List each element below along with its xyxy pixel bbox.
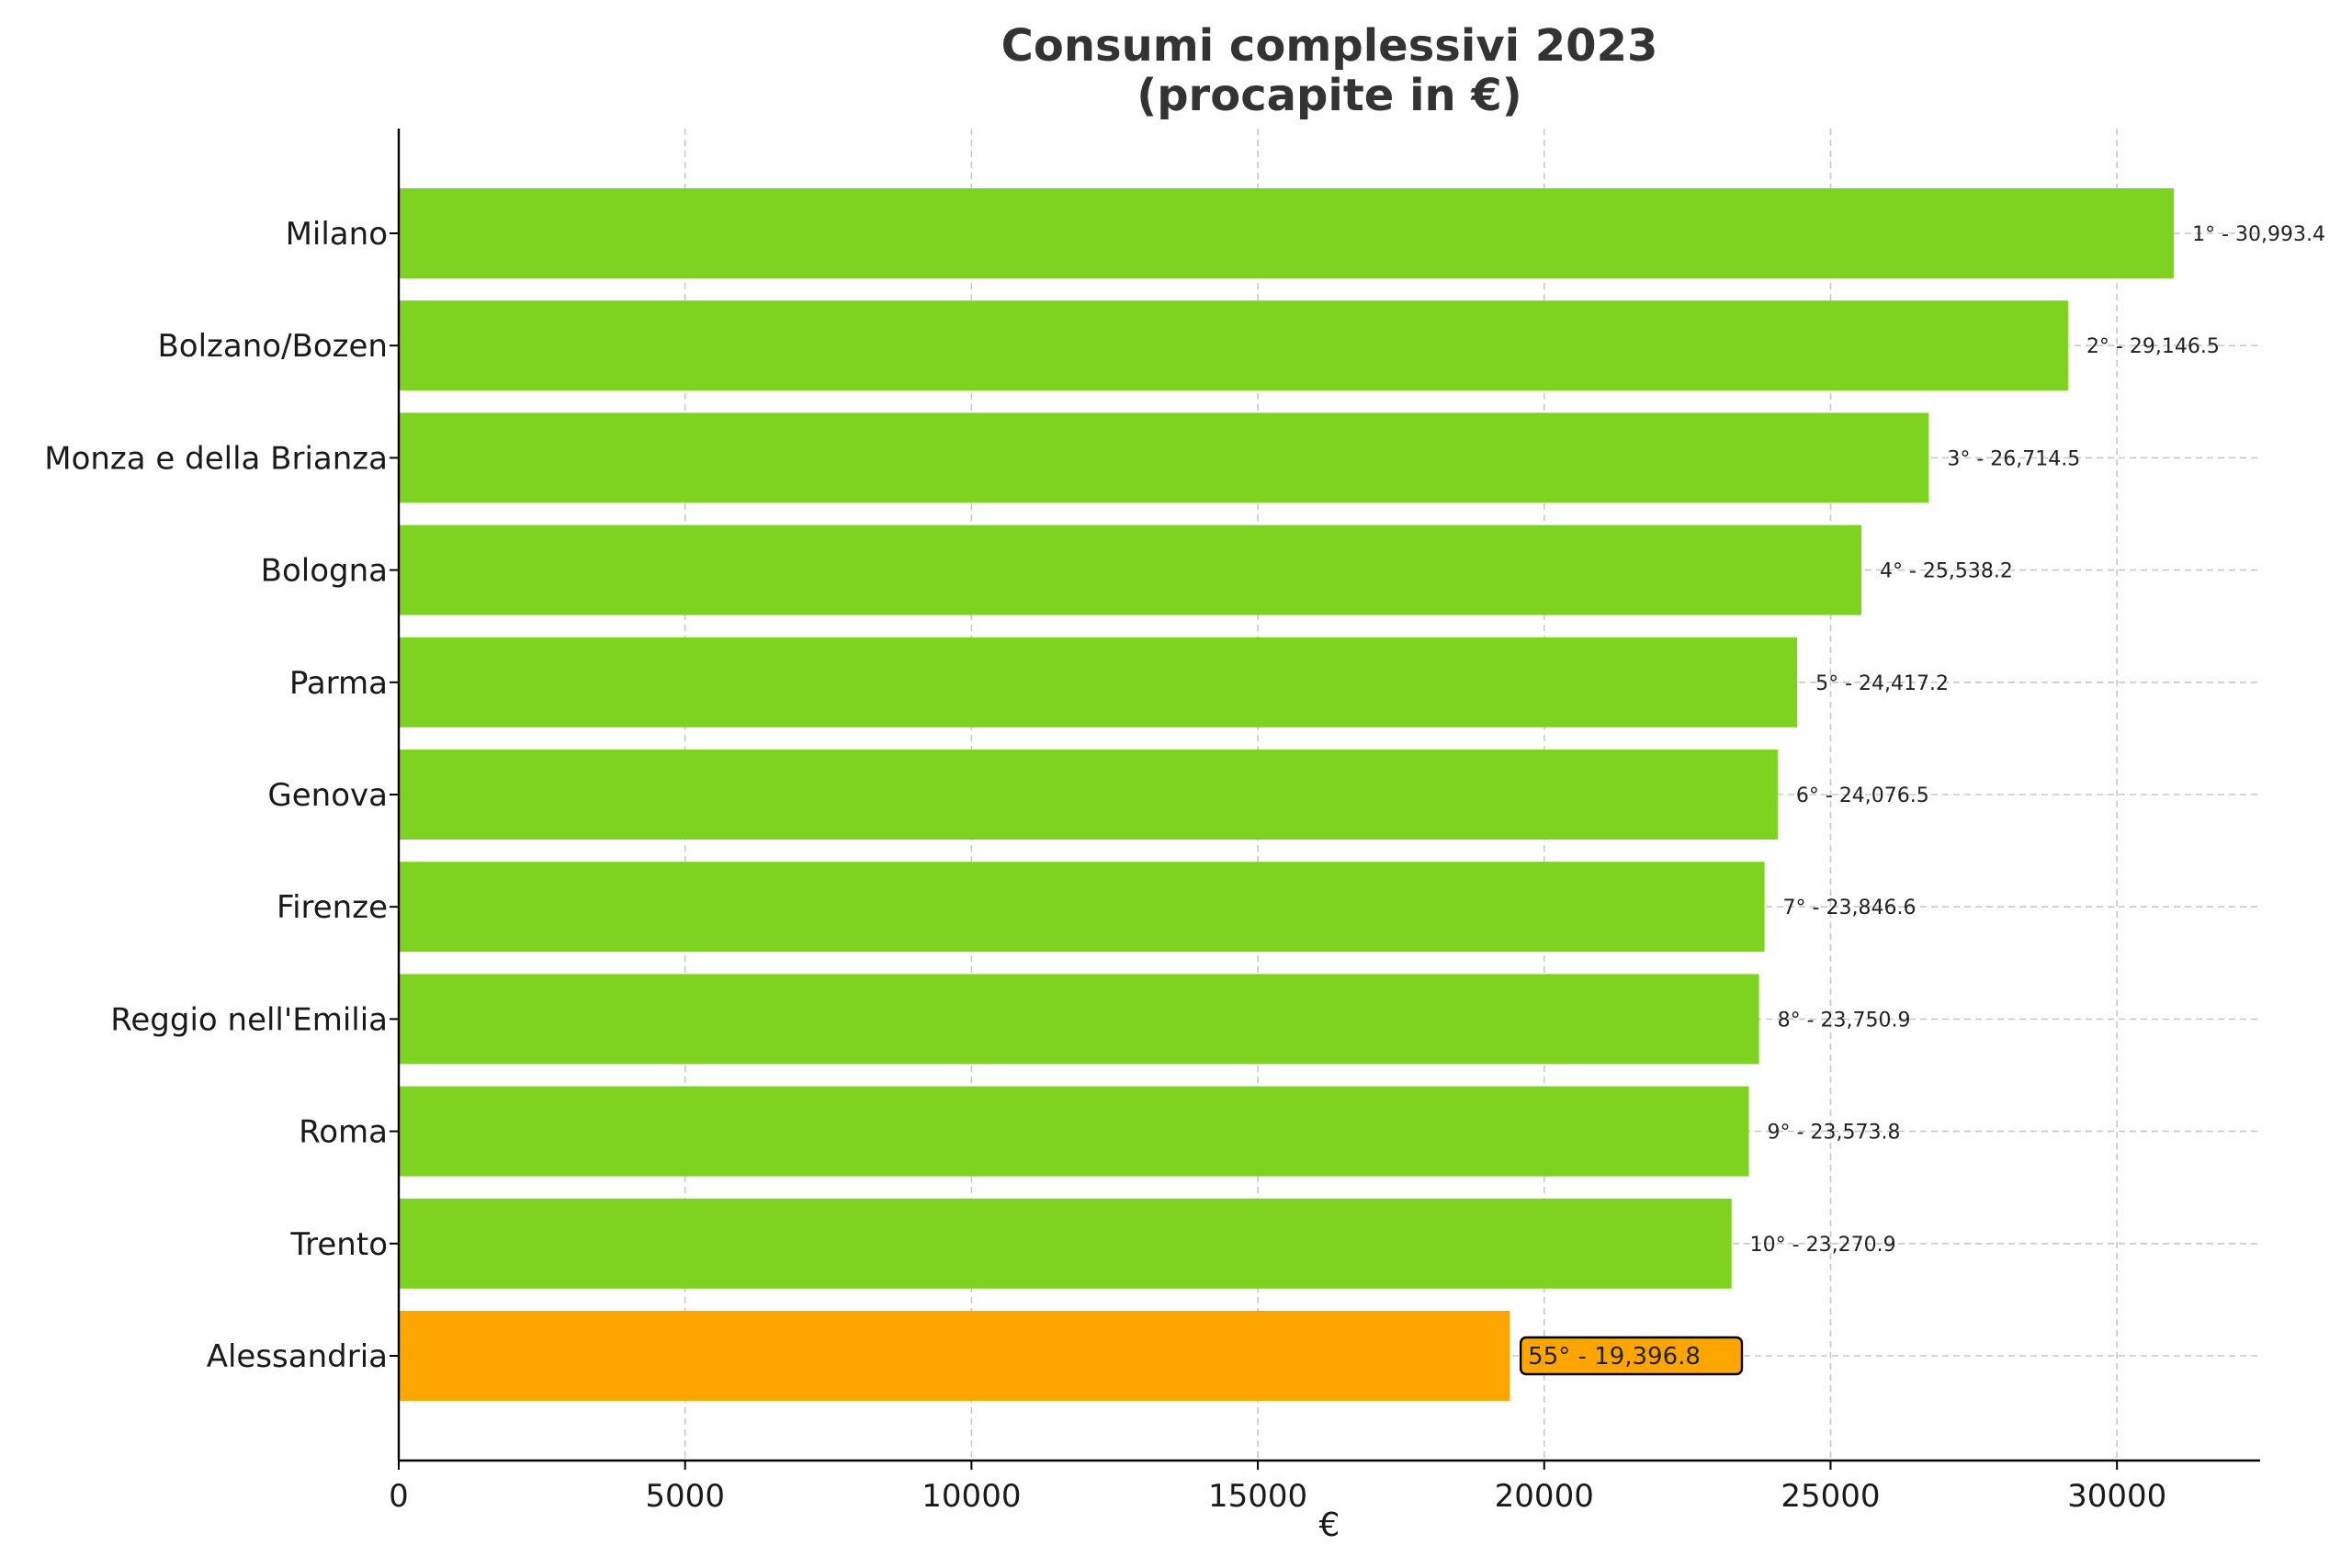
data-label: 10° - 23,270.9 [1750, 1234, 1896, 1257]
title-group: Consumi complessivi 2023(procapite in €) [1001, 20, 1658, 121]
data-label-box [1519, 1336, 1744, 1376]
data-label: 2° - 29,146.5 [2086, 335, 2220, 358]
data-label: 3° - 26,714.5 [1947, 447, 2080, 470]
y-tick-label: Bologna [261, 553, 388, 590]
x-tick-label: 20000 [1495, 1478, 1594, 1515]
y-tick-label: Parma [289, 665, 388, 702]
data-label: 55° - 19,396.8 [1528, 1343, 1701, 1371]
y-tick-label: Genova [267, 777, 388, 814]
x-tick-label: 30000 [2067, 1478, 2166, 1515]
data-label: 6° - 24,076.5 [1796, 784, 1929, 807]
x-tick-label: 15000 [1208, 1478, 1307, 1515]
bar [399, 1086, 1749, 1177]
bar [399, 637, 1798, 728]
y-tick-label: Monza e della Brianza [44, 440, 388, 477]
y-tick-label: Milano [286, 216, 388, 253]
bars [399, 188, 2175, 1401]
data-label: 4° - 25,538.2 [1880, 560, 2013, 583]
chart-title: Consumi complessivi 2023 [1001, 20, 1658, 72]
data-label: 8° - 23,750.9 [1778, 1009, 1911, 1032]
bar [399, 862, 1765, 953]
chart-title: (procapite in €) [1136, 70, 1521, 121]
bar [399, 1198, 1732, 1289]
bar [399, 750, 1778, 840]
x-tick-label: 5000 [645, 1478, 725, 1515]
data-labels: 1° - 30,993.4 2° - 29,146.5 3° - 26,714.5 4… [1519, 223, 2325, 1376]
tick-labels: 0 5000 10000 15000 20000 25000 30000 Milano Bolz… [44, 216, 2166, 1544]
y-tick-label: Firenze [277, 889, 388, 926]
x-tick-label: 10000 [922, 1478, 1021, 1515]
data-label: 9° - 23,573.8 [1768, 1122, 1901, 1145]
x-axis-label: € [1319, 1506, 1340, 1544]
data-label: 5° - 24,417.2 [1815, 672, 1949, 695]
bar [399, 300, 2068, 391]
y-tick-label: Reggio nell'Emilia [110, 1001, 388, 1038]
y-tick-label: Bolzano/Bozen [157, 328, 388, 365]
bar [399, 412, 1929, 503]
data-label: 1° - 30,993.4 [2192, 223, 2325, 246]
bar [399, 1311, 1510, 1401]
data-label: 7° - 23,846.6 [1783, 897, 1917, 919]
y-tick-label: Roma [299, 1114, 388, 1151]
x-tick-label: 25000 [1781, 1478, 1880, 1515]
bar [399, 188, 2175, 278]
y-tick-label: Trento [289, 1226, 388, 1263]
bar [399, 525, 1862, 615]
y-tick-label: Alessandria [207, 1338, 388, 1375]
bar [399, 974, 1759, 1065]
x-tick-label: 0 [389, 1478, 409, 1515]
